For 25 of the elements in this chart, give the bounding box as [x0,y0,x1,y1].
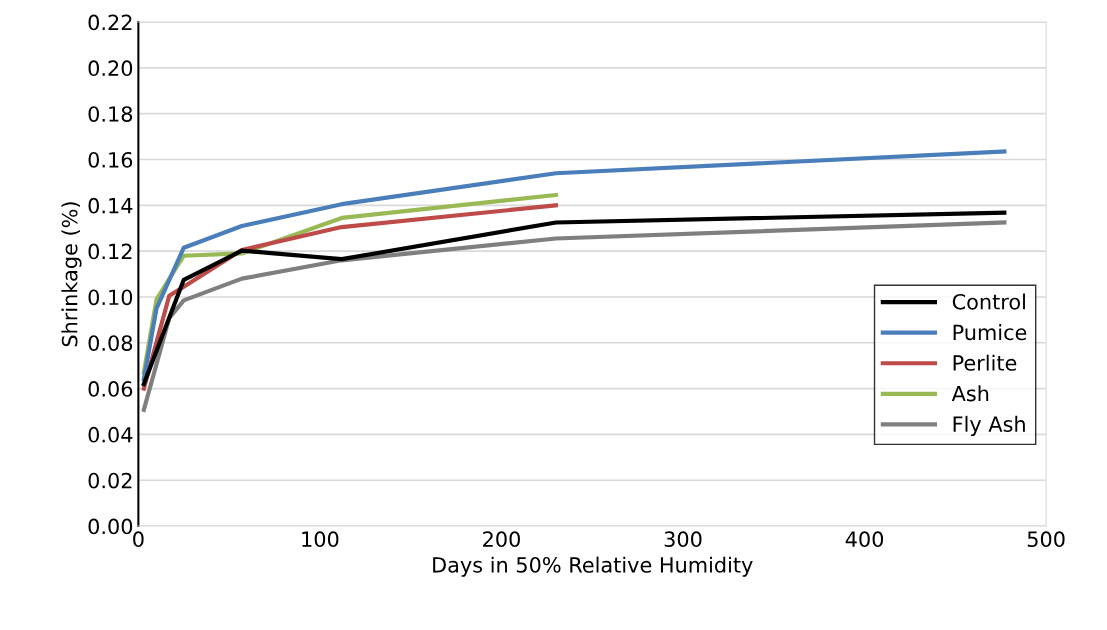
y-tick-label: 0.00 [88,518,133,535]
legend-label: Fly Ash [953,415,1025,437]
y-tick-label: 0.14 [88,197,133,214]
x-tick-label: 300 [664,531,702,548]
x-tick-label: 400 [845,531,884,548]
y-tick-label: 0.06 [88,381,133,397]
x-tick-label: 200 [483,531,520,548]
x-tick-label: 0 [133,531,144,548]
y-tick-label: 0.20 [88,60,133,77]
x-tick-label: 100 [302,531,339,548]
y-tick-label: 0.16 [88,151,133,168]
y-tick-label: 0.08 [88,335,133,351]
legend-label: Ash [951,385,989,402]
y-tick-label: 0.04 [88,426,133,443]
y-tick-label: 0.02 [88,472,132,489]
y-tick-label: 0.12 [88,243,132,260]
y-tick-label: 0.22 [88,14,132,31]
legend-label: Perlite [953,354,1017,371]
y-tick-label: 0.10 [88,289,133,306]
x-tick-label: 500 [1027,531,1065,548]
x-axis-title: Days in 50% Relative Humidity [433,556,753,577]
y-axis-title: Shrinkage (%) [61,202,82,347]
y-tick-label: 0.18 [88,106,133,122]
legend-label: Control [952,293,1025,310]
legend-label: Pumice [953,324,1027,341]
